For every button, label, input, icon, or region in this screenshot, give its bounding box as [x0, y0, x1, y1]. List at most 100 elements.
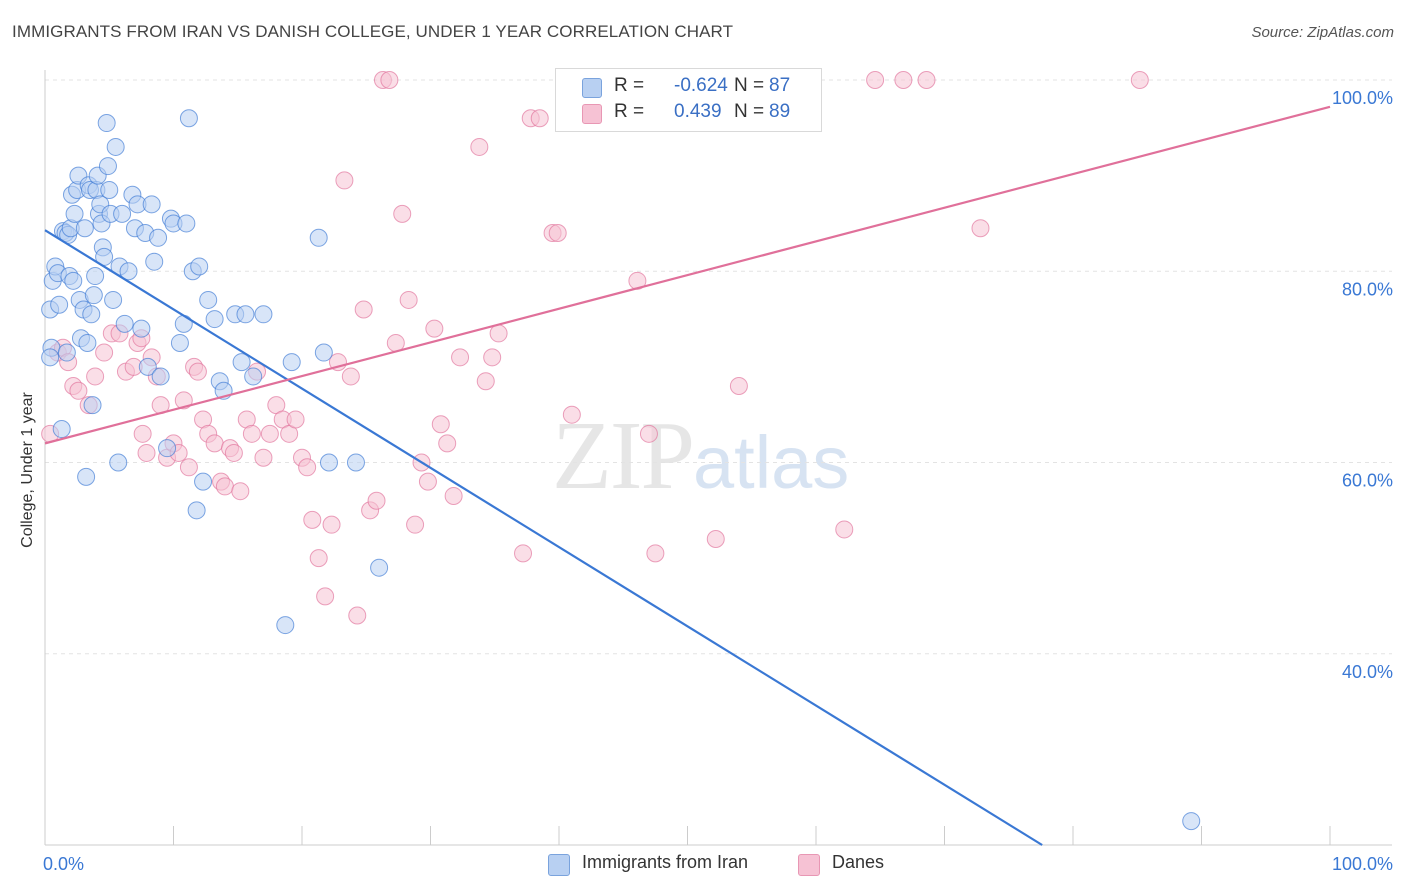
danes-point [470, 137, 489, 156]
iran-point [232, 353, 251, 372]
x-tick-label-start: 0.0% [43, 854, 84, 874]
danes-point [260, 424, 279, 443]
danes-point [406, 515, 425, 534]
danes-point [133, 424, 152, 443]
danes-point [316, 587, 335, 606]
iran-point [132, 319, 151, 338]
iran-point [346, 453, 365, 472]
danes-point [254, 448, 273, 467]
danes-point [322, 515, 341, 534]
iran-point [158, 439, 177, 458]
iran-point [187, 501, 206, 520]
iran-point [149, 228, 168, 247]
danes-point [399, 290, 418, 309]
iran-point [115, 314, 134, 333]
iran-n-value: 87 [769, 75, 791, 96]
danes-point [179, 458, 198, 477]
danes-point [174, 391, 193, 410]
iran-n-label: N = [734, 75, 765, 96]
danes-point [205, 434, 224, 453]
iran-point [174, 314, 193, 333]
danes-point [86, 367, 105, 386]
danes-point [451, 348, 470, 367]
danes-point [562, 405, 581, 424]
iran-point [151, 367, 170, 386]
iran-point [113, 204, 132, 223]
iran-point [199, 290, 218, 309]
iran-point [205, 310, 224, 329]
axes [44, 70, 1392, 846]
iran-point [236, 305, 255, 324]
danes-point [367, 491, 386, 510]
danes-points [41, 71, 1149, 625]
danes-point [483, 348, 502, 367]
iran-point [254, 305, 273, 324]
danes-point [309, 549, 328, 568]
iran-point [276, 616, 295, 635]
iran-point [97, 114, 116, 133]
danes-point [418, 472, 437, 491]
iran-point [244, 367, 263, 386]
iran-point [82, 305, 101, 324]
danes-point [646, 544, 665, 563]
iran-point [309, 228, 328, 247]
iran-point [282, 353, 301, 372]
danes-point [137, 443, 156, 462]
danes-point [835, 520, 854, 539]
danes-point [639, 424, 658, 443]
iran-point [177, 214, 196, 233]
y-tick-label: 80.0% [1342, 279, 1393, 299]
iran-point [109, 453, 128, 472]
iran-point [64, 271, 83, 290]
danes-point [303, 510, 322, 529]
danes-point [1130, 71, 1149, 89]
danes-point [242, 424, 261, 443]
iran-point [179, 109, 198, 128]
y-tick-label: 40.0% [1342, 662, 1393, 682]
iran-point [138, 357, 157, 376]
x-tick-label-end: 100.0% [1332, 854, 1393, 874]
iran-point [100, 180, 119, 199]
tick-labels: 100.0% 80.0% 60.0% 40.0% 0.0% 100.0% [43, 88, 1393, 874]
iran-r-label: R = [614, 75, 645, 96]
iran-trend-line [44, 229, 1043, 846]
iran-point [190, 257, 209, 276]
iran-point [86, 267, 105, 286]
stats-legend: R = -0.624 N = 87 R = 0.439 N = 89 [555, 68, 822, 132]
legend-danes-label: Danes [832, 852, 885, 872]
iran-swatch [582, 78, 602, 98]
danes-point [380, 71, 399, 89]
legend-danes-swatch [798, 854, 820, 876]
iran-point [50, 295, 69, 314]
iran-r-value: -0.624 [674, 75, 728, 96]
danes-point [706, 530, 725, 548]
danes-point [215, 477, 234, 496]
danes-r-value: 0.439 [674, 101, 722, 122]
danes-point [971, 219, 990, 238]
iran-point [57, 343, 76, 362]
iran-point [104, 290, 123, 309]
danes-n-label: N = [734, 101, 765, 122]
danes-point [866, 71, 885, 89]
trend-lines [44, 105, 1331, 846]
danes-point [95, 343, 114, 362]
danes-point [286, 410, 305, 429]
danes-point [444, 486, 463, 505]
danes-point [224, 443, 243, 462]
source-note: Source: ZipAtlas.com [1251, 24, 1394, 41]
y-tick-label: 100.0% [1332, 88, 1393, 108]
iran-point [77, 467, 96, 486]
iran-point [119, 262, 138, 281]
danes-point [431, 415, 450, 434]
danes-point [348, 606, 367, 625]
danes-point [530, 109, 549, 128]
danes-point [298, 458, 317, 477]
danes-point [69, 381, 88, 400]
danes-point [438, 434, 457, 453]
iran-point [52, 420, 71, 439]
iran-point [1182, 812, 1201, 831]
danes-point [188, 362, 207, 381]
danes-r-label: R = [614, 101, 645, 122]
iran-point [98, 157, 117, 176]
